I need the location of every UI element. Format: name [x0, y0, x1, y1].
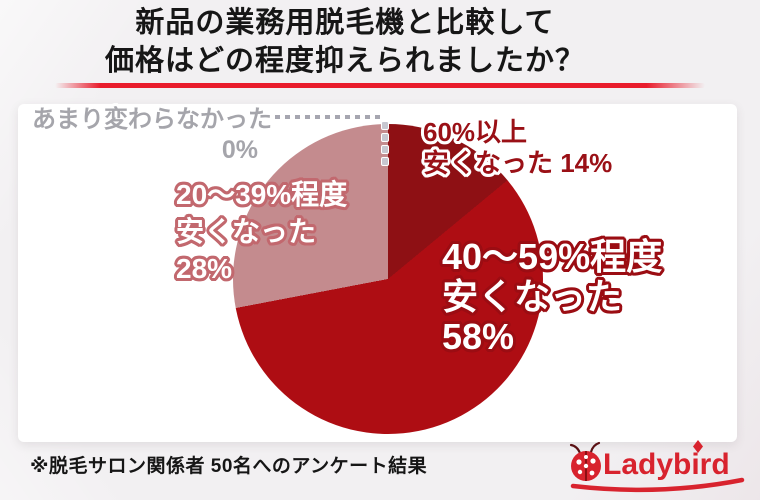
callout-40-59-value: 58% — [442, 316, 515, 357]
title-underline — [55, 83, 705, 88]
footnote: ※脱毛サロン関係者 50名へのアンケート結果 — [30, 456, 428, 477]
ladybird-logo: Ladybird — [569, 440, 745, 493]
callout-no-change-label: あまり変わらなかった — [32, 106, 272, 133]
callout-40-59-line2: 安くなった — [442, 276, 623, 317]
callout-segment-20-39: 20〜39%程度 安くなった 28% — [176, 176, 347, 287]
callout-no-change: あまり変わらなかった 0% — [32, 104, 284, 164]
callout-segment-60-plus: 60%以上 安くなった 14% — [423, 117, 612, 179]
pie-chart — [233, 124, 543, 434]
ladybug-icon — [569, 441, 601, 481]
title-line-2: 価格はどの程度抑えられましたか？ — [104, 45, 585, 77]
callout-segment-40-59: 40〜59%程度 安くなった 58% — [442, 237, 662, 357]
callout-40-59-line1: 40〜59%程度 — [442, 236, 663, 277]
callout-60-line2: 安くなった 14% — [423, 148, 613, 178]
logo-i-dot-diamond — [693, 440, 703, 453]
title-line-1: 新品の業務用脱毛機と比較して — [135, 7, 555, 39]
callout-20-39-value: 28% — [176, 253, 233, 284]
leader-line-vertical — [381, 121, 389, 166]
logo-text: Ladybird — [603, 448, 730, 481]
leader-line-horizontal — [255, 115, 384, 119]
callout-20-39-line2: 安くなった — [176, 216, 317, 247]
callout-60-line1: 60%以上 — [423, 117, 528, 147]
page-title: 新品の業務用脱毛機と比較して 価格はどの程度抑えられましたか？ — [0, 4, 690, 80]
callout-20-39-line1: 20〜39%程度 — [176, 179, 348, 210]
logo-swoosh — [570, 477, 745, 493]
chart-panel: あまり変わらなかった 0% 20〜39%程度 安くなった 28% 60%以上 安… — [18, 104, 737, 442]
callout-no-change-value: 0% — [221, 136, 258, 164]
